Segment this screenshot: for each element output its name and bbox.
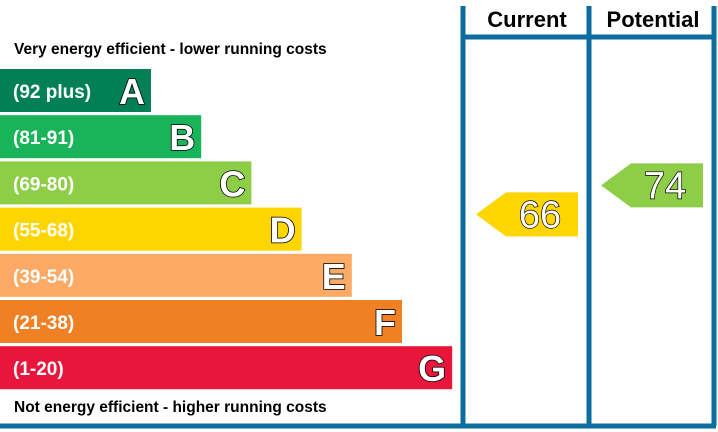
rating-bands: (92 plus) A(81-91) B(69-80) C(55-68) D(39-54… bbox=[0, 69, 453, 390]
rating-markers: 66 74 bbox=[476, 163, 703, 237]
band-e-range: (39-54) bbox=[13, 267, 74, 288]
band-f-letter: F bbox=[374, 302, 396, 343]
band-g-range: (1-20) bbox=[13, 359, 64, 380]
band-b-range: (81-91) bbox=[13, 128, 74, 149]
bottom-caption: Not energy efficient - higher running co… bbox=[14, 399, 327, 416]
band-b-letter: B bbox=[169, 117, 195, 158]
top-caption: Very energy efficient - lower running co… bbox=[14, 41, 327, 58]
current-column-header: Current bbox=[487, 7, 567, 32]
band-c-letter: C bbox=[219, 163, 245, 204]
band-e-letter: E bbox=[322, 256, 346, 297]
band-a-letter: A bbox=[119, 71, 145, 112]
band-g-bar bbox=[0, 346, 453, 390]
band-d-bar bbox=[0, 207, 302, 251]
band-e-bar bbox=[0, 253, 352, 297]
band-a-range: (92 plus) bbox=[13, 82, 91, 103]
band-c-bar bbox=[0, 161, 252, 205]
band-c: (69-80) C bbox=[0, 161, 252, 205]
potential-rating-value: 74 bbox=[644, 165, 686, 207]
chart-frame bbox=[0, 6, 717, 429]
band-d-letter: D bbox=[270, 210, 296, 251]
band-f-bar bbox=[0, 300, 402, 343]
potential-rating-arrow bbox=[601, 163, 703, 208]
potential-column-header: Potential bbox=[607, 7, 700, 32]
band-b-bar bbox=[0, 115, 202, 159]
current-rating-marker: 66 bbox=[476, 192, 578, 237]
band-g-letter: G bbox=[418, 348, 446, 389]
current-rating-value: 66 bbox=[519, 194, 561, 236]
band-g: (1-20) G bbox=[0, 346, 453, 390]
band-d-range: (55-68) bbox=[13, 221, 74, 242]
band-b: (81-91) B bbox=[0, 115, 202, 159]
band-e: (39-54) E bbox=[0, 253, 352, 298]
current-rating-arrow bbox=[476, 192, 578, 237]
potential-rating-marker: 74 bbox=[601, 163, 703, 208]
band-d: (55-68) D bbox=[0, 207, 302, 251]
band-f-range: (21-38) bbox=[13, 313, 74, 334]
band-a-bar bbox=[0, 69, 151, 112]
band-f: (21-38) F bbox=[0, 300, 402, 344]
band-a: (92 plus) A bbox=[0, 69, 151, 113]
band-c-range: (69-80) bbox=[13, 174, 74, 195]
